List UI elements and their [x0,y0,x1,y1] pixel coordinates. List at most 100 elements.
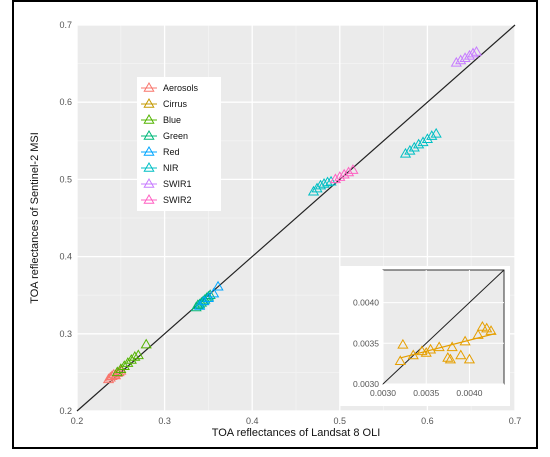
data-point-blue [115,363,127,374]
x-axis-label: TOA reflectances of Landsat 8 OLI [212,427,381,439]
inset-data-point-cirrus [397,338,409,349]
inset-x-tick-label: 0.0030 [370,388,396,398]
inset-data-point-cirrus [420,347,432,357]
inset-data-point-cirrus [394,355,406,365]
data-point-blue [129,350,141,361]
data-point-blue [111,366,123,377]
legend-box [137,77,221,211]
inset-data-point-cirrus [463,353,476,364]
data-point-nir [408,141,420,152]
inset-fit-line [400,332,496,359]
inset-data-point-cirrus [407,349,419,360]
data-point-nir [430,127,442,138]
data-point-nir [321,176,334,187]
inset-data-point-cirrus [446,341,458,352]
y-tick-label: 0.6 [59,97,72,107]
x-tick-label: 0.5 [334,416,347,426]
legend-label: Green [163,131,188,141]
y-tick-label: 0.4 [59,252,72,262]
legend: Aerosols Cirrus Blue Green Red NIR SWIR1 SWIR2 [137,77,221,211]
data-point-nir [421,133,434,144]
inset-one-to-one-line [382,269,505,385]
data-point-swir2 [329,173,342,184]
data-point-blue [118,360,130,370]
inset-data-point-cirrus [442,351,454,362]
data-point-swir2 [347,164,359,174]
inset-x-tick-label: 0.0035 [413,388,439,398]
data-point-nir [426,130,438,140]
data-point-swir1 [455,54,467,65]
y-tick-labels: 0.2 0.3 0.4 0.5 0.6 0.7 [59,20,72,416]
legend-key-marker [143,145,155,156]
y-tick-label: 0.5 [59,174,72,184]
data-point-aerosols [104,371,116,382]
data-point-red [202,292,215,303]
data-point-blue [140,338,152,349]
data-point-swir2 [334,171,346,181]
inset-y-tick-label: 0.0030 [353,379,379,389]
x-tick-label: 0.6 [421,416,434,426]
y-tick-label: 0.2 [59,406,72,416]
data-point-nir [413,138,425,149]
inset-y-tick-label: 0.0040 [353,298,379,308]
data-point-blue [122,357,134,367]
legend-label: Red [163,147,180,157]
legend-label: Cirrus [163,99,187,109]
data-point-red [198,295,210,306]
data-point-blue [132,349,144,360]
legend-key-marker [143,193,155,204]
y-tick-label: 0.7 [59,20,72,30]
inset-data-point-cirrus [433,341,445,352]
data-point-swir1 [459,52,471,62]
inset-data-point-cirrus [444,353,457,364]
inset-data-point-cirrus [459,335,471,346]
data-point-nir [311,182,323,193]
legend-label: Aerosols [163,83,199,93]
x-tick-labels: 0.2 0.3 0.4 0.5 0.6 0.7 [71,416,522,426]
legend-label: NIR [163,163,179,173]
inset-data-point-cirrus [472,329,484,339]
legend-key-marker [143,161,155,172]
y-axis-label: TOA reflectances of Sentinel-2 MSI [29,132,41,304]
legend-key-marker [143,97,155,108]
x-tick-label: 0.7 [509,416,522,426]
y-tick-label: 0.3 [59,329,72,339]
x-tick-label: 0.4 [246,416,259,426]
data-point-nir [325,175,337,186]
legend-key-marker [143,113,155,124]
x-tick-label: 0.2 [71,416,84,426]
data-point-red [194,300,206,310]
legend-label: SWIR2 [163,195,192,205]
data-point-red [212,280,224,291]
data-point-swir2 [342,166,355,177]
data-point-green [202,290,215,301]
data-point-swir1 [467,47,479,58]
legend-label: Blue [163,115,181,125]
data-point-blue [125,354,137,364]
x-tick-label: 0.3 [158,416,171,426]
inset-x-tick-label: 0.0040 [456,388,482,398]
data-points [76,24,516,412]
legend-key-marker [143,81,155,92]
data-point-swir1 [470,46,483,56]
inset-data-point-cirrus [481,322,493,333]
legend-key-marker [143,177,155,188]
data-point-nir [417,136,429,147]
data-point-green [194,298,206,309]
inset-data-point-cirrus [424,343,437,354]
data-point-swir1 [450,56,462,67]
data-point-swir2 [338,168,350,179]
inset-chart: 0.0030 0.0035 0.0040 0.0030 0.0035 0.0040 [340,266,510,406]
inset-data-point-cirrus [485,325,497,335]
legend-label: SWIR1 [163,179,192,189]
data-point-nir [318,178,330,188]
legend-key-marker [143,129,155,140]
data-point-red [208,287,220,298]
inset-y-tick-label: 0.0035 [353,338,379,348]
data-point-nir [404,144,416,155]
data-point-nir [399,147,412,158]
data-point-nir [307,185,320,196]
inset-data-point-cirrus [455,349,467,360]
